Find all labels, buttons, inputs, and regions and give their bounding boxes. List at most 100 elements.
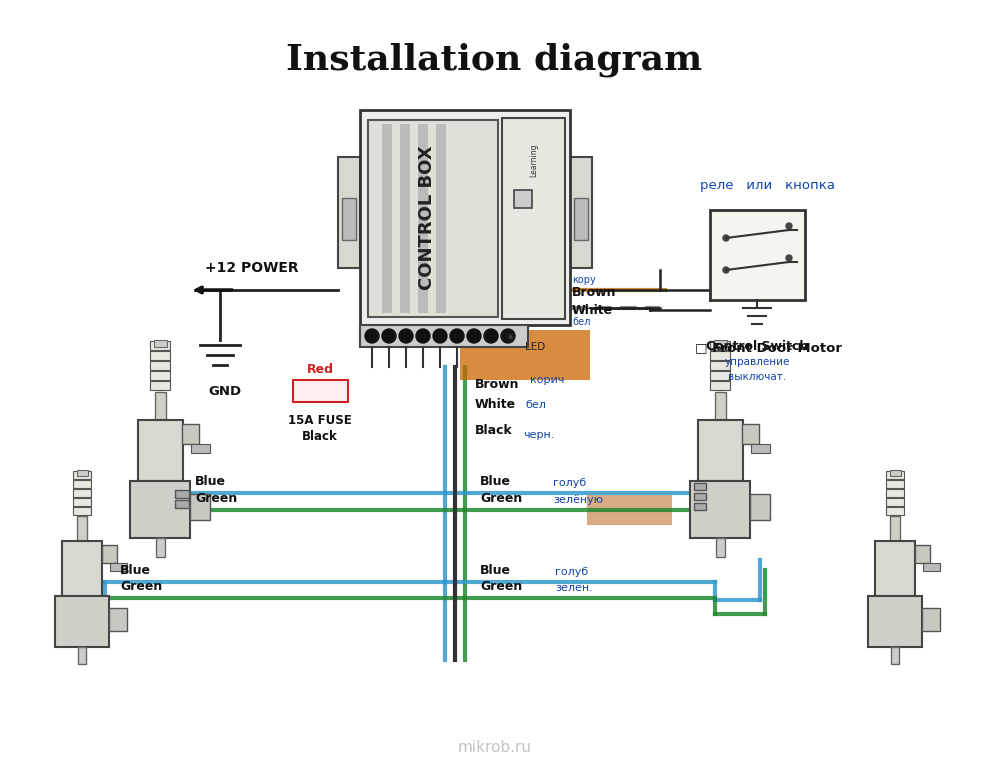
Bar xyxy=(55,596,109,647)
Text: Blue: Blue xyxy=(480,564,511,577)
Bar xyxy=(73,489,91,497)
Text: □ Front Door Motor: □ Front Door Motor xyxy=(695,342,842,355)
Bar xyxy=(154,340,167,347)
Bar xyxy=(175,490,189,498)
Bar xyxy=(150,381,170,390)
Bar xyxy=(915,545,930,563)
Bar xyxy=(875,541,915,596)
Bar xyxy=(191,444,210,453)
Bar xyxy=(750,494,770,520)
Text: CONTROL BOX: CONTROL BOX xyxy=(418,145,436,290)
Bar xyxy=(73,471,91,479)
Text: бел: бел xyxy=(525,400,546,410)
Bar xyxy=(923,563,940,571)
Bar xyxy=(710,210,805,300)
Text: реле   или   кнопка: реле или кнопка xyxy=(700,178,835,191)
Text: White: White xyxy=(572,303,613,316)
Bar xyxy=(716,538,725,557)
Text: бел: бел xyxy=(572,317,590,327)
Text: голуб: голуб xyxy=(555,567,588,577)
Bar xyxy=(886,480,904,488)
Circle shape xyxy=(723,267,729,273)
Bar xyxy=(155,392,166,420)
Bar xyxy=(710,381,730,390)
Bar xyxy=(891,647,899,664)
Text: GND: GND xyxy=(209,385,241,398)
Text: управление: управление xyxy=(725,357,790,367)
Bar xyxy=(138,420,183,481)
Bar xyxy=(150,351,170,360)
Text: Brown: Brown xyxy=(475,379,519,392)
Text: зелёную: зелёную xyxy=(553,495,603,505)
Text: Blue: Blue xyxy=(195,475,226,488)
Bar xyxy=(360,325,528,347)
Circle shape xyxy=(433,329,447,343)
Bar xyxy=(886,498,904,506)
Bar xyxy=(514,190,532,208)
Bar xyxy=(182,424,199,444)
Circle shape xyxy=(382,329,396,343)
Text: Learning: Learning xyxy=(529,144,538,177)
Circle shape xyxy=(399,329,413,343)
Text: зелен.: зелен. xyxy=(555,583,592,593)
Bar xyxy=(418,124,428,313)
Text: Green: Green xyxy=(480,580,522,593)
Text: Black: Black xyxy=(475,423,512,436)
Bar xyxy=(77,470,88,476)
Text: Black: Black xyxy=(302,430,338,443)
Bar xyxy=(574,198,588,240)
Bar xyxy=(570,157,592,268)
Bar xyxy=(890,516,900,541)
Bar xyxy=(293,380,348,402)
Bar xyxy=(73,507,91,515)
Bar xyxy=(868,596,922,647)
Bar xyxy=(338,157,360,268)
Bar xyxy=(73,498,91,506)
Bar xyxy=(710,361,730,370)
Text: mikrob.ru: mikrob.ru xyxy=(458,740,531,756)
Bar xyxy=(694,493,706,500)
Bar xyxy=(710,341,730,350)
Bar xyxy=(690,481,750,538)
Bar xyxy=(77,516,87,541)
Bar xyxy=(698,420,743,481)
Bar xyxy=(130,481,190,538)
Bar xyxy=(175,500,189,508)
Bar xyxy=(102,545,117,563)
Circle shape xyxy=(467,329,481,343)
Text: кору: кору xyxy=(572,275,595,285)
Bar xyxy=(587,495,672,525)
Circle shape xyxy=(450,329,464,343)
Bar xyxy=(360,110,570,325)
Bar xyxy=(460,330,590,380)
Bar xyxy=(436,124,446,313)
Bar xyxy=(751,444,770,453)
Text: Green: Green xyxy=(120,580,162,593)
Text: 15A FUSE: 15A FUSE xyxy=(288,414,352,427)
Bar xyxy=(710,371,730,380)
Bar xyxy=(78,647,86,664)
Bar xyxy=(714,340,727,347)
Bar xyxy=(886,471,904,479)
Circle shape xyxy=(484,329,498,343)
Bar xyxy=(715,392,726,420)
Circle shape xyxy=(723,235,729,241)
Bar xyxy=(368,120,498,317)
Text: голуб: голуб xyxy=(553,478,586,488)
Text: Installation diagram: Installation diagram xyxy=(287,43,702,78)
Bar xyxy=(150,361,170,370)
Bar xyxy=(156,538,165,557)
Text: +12 POWER: +12 POWER xyxy=(205,261,299,275)
Bar xyxy=(62,541,102,596)
Bar xyxy=(742,424,759,444)
Text: корич: корич xyxy=(530,375,565,385)
Bar xyxy=(886,507,904,515)
Text: Red: Red xyxy=(307,363,333,376)
Circle shape xyxy=(416,329,430,343)
Text: Blue: Blue xyxy=(120,564,151,577)
Bar xyxy=(109,608,127,631)
Circle shape xyxy=(786,255,792,261)
Bar xyxy=(694,483,706,490)
Bar xyxy=(710,351,730,360)
Bar xyxy=(150,371,170,380)
